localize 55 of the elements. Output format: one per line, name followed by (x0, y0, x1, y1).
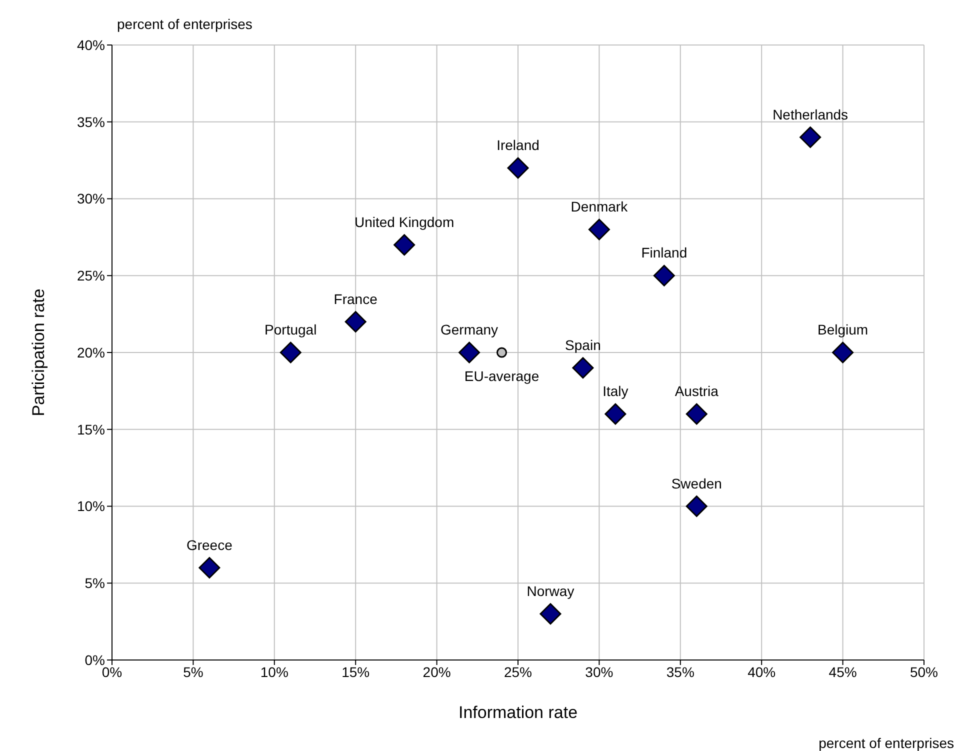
point (496, 347, 508, 358)
x-tick-label: 45% (828, 664, 857, 680)
y-tick-label: 30% (76, 190, 105, 207)
point (832, 342, 854, 364)
annotation: Denmark (570, 198, 629, 214)
y-tick-label: 5% (84, 575, 105, 592)
annotation: Austria (674, 383, 719, 399)
x-tick-label: 10% (260, 664, 288, 680)
point (686, 403, 708, 425)
x-tick-label: 40% (748, 664, 776, 680)
x-tick-label: 15% (342, 664, 370, 680)
point (458, 342, 480, 364)
y-axis-title: Participation rate (29, 288, 48, 416)
y-tick-label: 0% (84, 652, 105, 668)
annotation: Sweden (671, 475, 722, 492)
x-tick-label: 20% (422, 664, 451, 680)
point (507, 157, 529, 179)
annotation: United Kingdom (354, 214, 454, 230)
point (540, 603, 562, 625)
x-tick-label: 35% (666, 664, 694, 680)
point (394, 234, 416, 256)
point (604, 403, 626, 425)
series-label: EU-average (464, 368, 540, 384)
text: percent of enterprises (117, 16, 252, 32)
annotation: Norway (526, 582, 574, 599)
x-tick-label: 25% (504, 664, 532, 680)
point (686, 496, 708, 517)
point (280, 342, 302, 364)
point (588, 218, 610, 240)
annotation: Italy (602, 383, 628, 399)
y-tick-label: 20% (76, 344, 105, 360)
y-tick-label: 40% (76, 36, 105, 53)
annotation: Portugal (264, 322, 317, 338)
point (198, 557, 220, 578)
annotation: Finland (641, 244, 688, 261)
point (572, 357, 594, 379)
annotation: Belgium (818, 322, 868, 338)
annotation: Germany (440, 322, 498, 338)
x-axis-title: Information rate (458, 703, 578, 722)
annotation: Spain (565, 336, 601, 353)
annotation: Ireland (496, 137, 540, 153)
x-tick-label: 30% (585, 664, 614, 680)
annotation: Netherlands (772, 106, 848, 122)
y-tick-label: 10% (76, 498, 105, 514)
x-tick-label: 5% (183, 664, 204, 680)
point (653, 264, 675, 286)
annotation: Greece (186, 536, 233, 553)
text: percent of enterprises (818, 735, 954, 751)
y-tick-label: 25% (76, 268, 105, 284)
annotation: France (334, 290, 378, 307)
y-tick-label: 15% (76, 421, 105, 438)
point (800, 126, 822, 148)
x-tick-label: 50% (910, 664, 938, 680)
point (344, 311, 366, 332)
y-tick-label: 35% (76, 114, 105, 130)
